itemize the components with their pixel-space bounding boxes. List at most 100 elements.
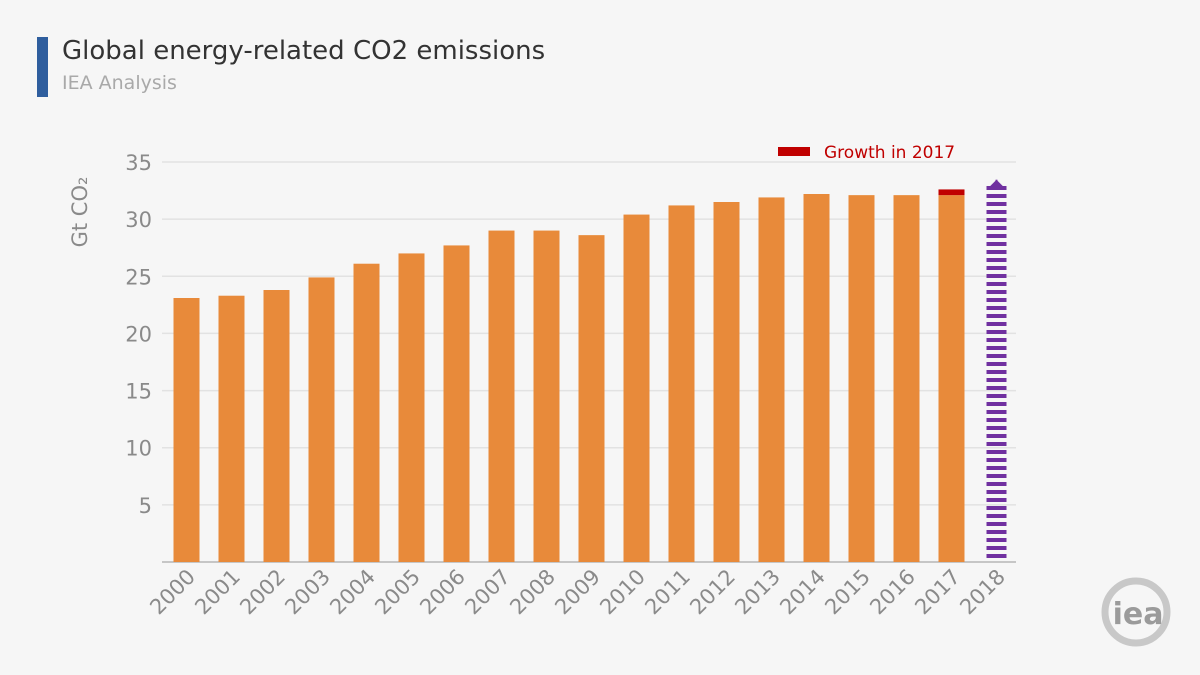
y-tick-label-35: 35 [125,151,152,175]
x-axis-ticks: 2000200120022003200420052006200720082009… [145,565,1010,620]
bar-projection-stripe [986,434,1007,438]
bar-projection-stripe [986,370,1007,374]
x-tick-label-2009: 2009 [550,565,605,620]
bar-2016 [893,195,920,562]
bar-projection-stripe [986,322,1007,326]
x-tick-label-2010: 2010 [595,565,650,620]
bar-projection-stripe [986,490,1007,494]
x-tick-label-2000: 2000 [145,565,200,620]
bar-projection-stripe [986,426,1007,430]
x-tick-label-2011: 2011 [640,565,695,620]
x-tick-label-2005: 2005 [370,565,425,620]
bar-projection-stripe [986,402,1007,406]
chart-subtitle: IEA Analysis [62,72,177,94]
y-tick-label-10: 10 [125,437,152,461]
bar-projection-stripe [986,450,1007,454]
bar-2010 [623,214,650,563]
bar-projection-stripe [986,186,1007,190]
bar-growth-2017 [938,189,965,196]
bar-projection-stripe [986,330,1007,334]
bar-projection-stripe [986,346,1007,350]
bar-2013 [758,197,785,562]
bar-2008 [533,230,560,563]
bar-projection-stripe [986,546,1007,550]
bar-projection-stripe [986,226,1007,230]
bar-2015 [848,195,875,562]
bar-2006 [443,245,470,562]
bar-projection-stripe [986,338,1007,342]
bar-projection-2018 [986,179,1007,558]
bar-projection-stripe [986,514,1007,518]
bar-projection-stripe [986,314,1007,318]
y-axis-ticks: 5 10 15 20 25 30 35 [125,151,152,518]
bar-projection-stripe [986,458,1007,462]
bar-projection-stripe [986,538,1007,542]
bar-projection-stripe [986,554,1007,558]
x-tick-label-2008: 2008 [505,565,560,620]
bar-projection-stripe [986,306,1007,310]
bar-projection-stripe [986,482,1007,486]
bar-2012 [713,202,740,562]
bar-projection-stripe [986,394,1007,398]
bar-projection-stripe [986,250,1007,254]
iea-logo: iea [1101,577,1171,647]
bar-projection-stripe [986,234,1007,238]
x-tick-label-2015: 2015 [820,565,875,620]
bar-2000 [173,298,200,562]
bar-2009 [578,235,605,562]
y-tick-label-15: 15 [125,380,152,404]
logo-text: iea [1113,597,1164,632]
bar-projection-stripe [986,354,1007,358]
bar-projection-stripe [986,282,1007,286]
x-tick-label-2002: 2002 [235,565,290,620]
bar-2001 [218,295,245,562]
bar-projection-stripe [986,410,1007,414]
bar-projection-stripe [986,522,1007,526]
x-tick-label-2006: 2006 [415,565,470,620]
bar-projection-stripe [986,442,1007,446]
bar-2017 [938,195,965,562]
bar-projection-stripe [986,194,1007,198]
bar-2002 [263,290,290,562]
bar-projection-stripe [986,506,1007,510]
bar-projection-stripe [986,362,1007,366]
bar-projection-stripe [986,298,1007,302]
x-tick-label-2018: 2018 [955,565,1010,620]
legend: Growth in 2017 [778,143,955,163]
bars [173,179,1007,563]
y-tick-label-5: 5 [139,494,152,518]
x-tick-label-2017: 2017 [910,565,965,620]
bar-projection-stripe [986,290,1007,294]
bar-projection-stripe [986,466,1007,470]
bar-2014 [803,194,830,562]
bar-projection-stripe [986,274,1007,278]
x-tick-label-2001: 2001 [190,565,245,620]
bar-projection-stripe [986,218,1007,222]
x-tick-label-2013: 2013 [730,565,785,620]
title-accent-bar [37,37,48,97]
bar-projection-stripe [986,498,1007,502]
bar-projection-stripe [986,386,1007,390]
bar-projection-stripe [986,474,1007,478]
bar-projection-stripe [986,258,1007,262]
bar-projection-stripe [986,418,1007,422]
y-axis-label: Gt CO₂ [68,177,92,248]
y-tick-label-30: 30 [125,208,152,232]
bar-projection-stripe [986,202,1007,206]
bar-2005 [398,253,425,562]
x-tick-label-2016: 2016 [865,565,920,620]
bar-projection-stripe [986,242,1007,246]
x-tick-label-2007: 2007 [460,565,515,620]
bar-projection-stripe [986,378,1007,382]
x-tick-label-2014: 2014 [775,565,830,620]
bar-projection-stripe [986,530,1007,534]
x-tick-label-2003: 2003 [280,565,335,620]
y-tick-label-25: 25 [125,265,152,289]
bar-projection-stripe [986,266,1007,270]
x-tick-label-2004: 2004 [325,565,380,620]
x-tick-label-2012: 2012 [685,565,740,620]
bar-2007 [488,230,515,563]
bar-2004 [353,263,380,562]
bar-2011 [668,205,695,562]
